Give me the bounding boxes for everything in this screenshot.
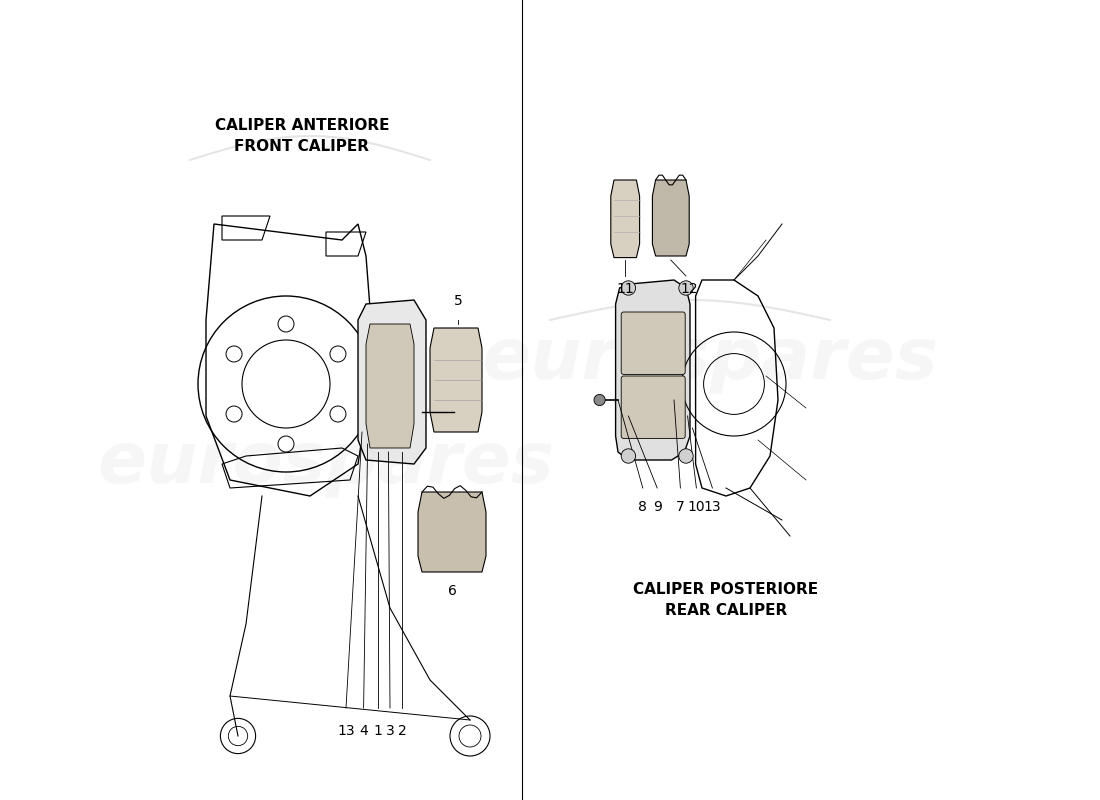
Text: 7: 7 — [676, 500, 685, 514]
Polygon shape — [418, 492, 486, 572]
Polygon shape — [358, 300, 426, 464]
Text: 3: 3 — [386, 724, 395, 738]
Text: 12: 12 — [681, 282, 698, 296]
Polygon shape — [366, 324, 414, 448]
FancyBboxPatch shape — [621, 376, 685, 438]
Text: 1: 1 — [374, 724, 383, 738]
Text: 13: 13 — [338, 724, 355, 738]
Text: CALIPER ANTERIORE
FRONT CALIPER: CALIPER ANTERIORE FRONT CALIPER — [214, 118, 389, 154]
Text: CALIPER POSTERIORE
REAR CALIPER: CALIPER POSTERIORE REAR CALIPER — [634, 582, 818, 618]
Text: 13: 13 — [704, 500, 722, 514]
Text: 2: 2 — [397, 724, 406, 738]
Text: 11: 11 — [616, 282, 634, 296]
Polygon shape — [652, 180, 690, 256]
Text: eurospares: eurospares — [98, 430, 554, 498]
Text: 5: 5 — [453, 294, 462, 308]
Circle shape — [594, 394, 605, 406]
Circle shape — [679, 281, 693, 295]
Text: 8: 8 — [638, 500, 647, 514]
Circle shape — [621, 281, 636, 295]
Circle shape — [679, 449, 693, 463]
Polygon shape — [616, 280, 690, 460]
Text: 10: 10 — [688, 500, 705, 514]
Text: 4: 4 — [360, 724, 368, 738]
Text: 9: 9 — [652, 500, 661, 514]
Text: 6: 6 — [448, 584, 456, 598]
Polygon shape — [610, 180, 639, 258]
Polygon shape — [430, 328, 482, 432]
Text: eurospares: eurospares — [482, 326, 938, 394]
FancyBboxPatch shape — [621, 312, 685, 374]
Circle shape — [621, 449, 636, 463]
